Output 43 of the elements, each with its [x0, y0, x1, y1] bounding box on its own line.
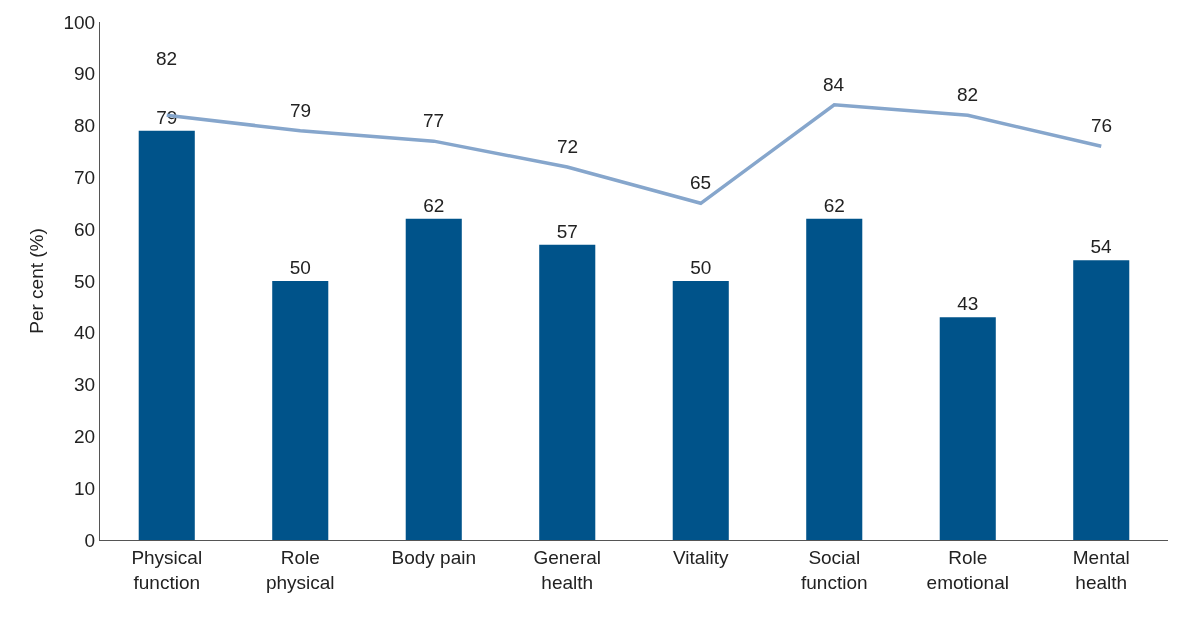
y-tick-label: 70	[74, 167, 96, 189]
x-tick-label: Role emotional	[926, 546, 1009, 593]
data-label: 82	[156, 48, 178, 69]
data-label: 54	[1090, 236, 1113, 258]
y-axis-title: Per cent (%)	[26, 228, 48, 334]
bar	[138, 130, 195, 540]
bar	[1073, 260, 1130, 540]
data-label: 50	[690, 257, 712, 278]
x-tick-label: General health	[533, 546, 602, 593]
x-tick-label: Body pain	[391, 546, 477, 568]
y-tick-label: 0	[84, 529, 96, 551]
bar	[672, 281, 729, 540]
data-label: 50	[289, 257, 311, 278]
data-label: 84	[823, 74, 845, 95]
data-label: 43	[957, 293, 979, 315]
x-tick-label: Role physical	[265, 546, 335, 593]
data-label: 76	[1091, 115, 1113, 136]
data-label: 65	[690, 172, 712, 193]
data-label: 62	[823, 194, 845, 216]
y-tick-label: 50	[74, 270, 96, 292]
bar	[405, 218, 462, 540]
x-tick-label: Social function	[800, 546, 868, 593]
bar	[806, 218, 863, 540]
y-tick-label: 60	[74, 218, 96, 240]
y-tick-label: 10	[74, 477, 96, 499]
data-label: 72	[557, 136, 579, 157]
y-tick-label: 20	[74, 426, 96, 448]
data-label: 77	[423, 110, 445, 131]
y-tick-label: 40	[74, 322, 96, 344]
y-tick-label: 90	[74, 63, 96, 85]
y-tick-label: 100	[63, 11, 96, 33]
y-tick-label: 30	[74, 374, 96, 396]
data-label: 79	[290, 100, 312, 121]
bar	[272, 281, 329, 540]
x-tick-label: Mental health	[1072, 546, 1130, 593]
data-label: 62	[423, 194, 445, 216]
x-tick-label: Vitality	[672, 546, 730, 568]
y-tick-label: 80	[74, 115, 96, 137]
bar	[939, 317, 996, 540]
data-label: 57	[556, 220, 578, 242]
x-tick-label: Physical function	[131, 546, 203, 593]
data-label: 82	[957, 84, 979, 105]
bar	[539, 244, 596, 540]
